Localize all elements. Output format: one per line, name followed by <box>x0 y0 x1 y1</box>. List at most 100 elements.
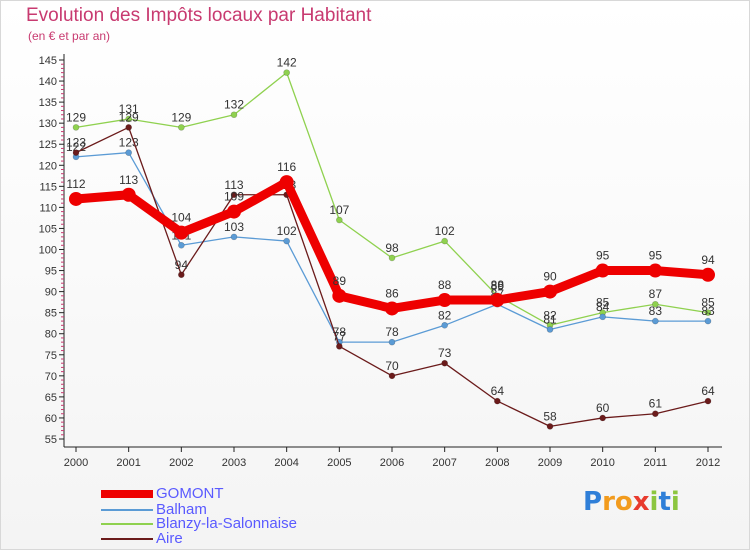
data-label-aire: 94 <box>175 258 189 272</box>
data-point-gomont <box>69 191 83 206</box>
data-point-blanzy-la-salonnaise <box>704 309 712 316</box>
legend-swatch-gomont <box>101 490 153 498</box>
y-tick-label: 105 <box>39 223 57 235</box>
chart-subtitle: (en € et par an) <box>28 29 111 43</box>
data-label-blanzy-la-salonnaise: 82 <box>543 308 557 322</box>
chart-title: Evolution des Impôts locaux par Habitant <box>26 5 372 26</box>
data-point-gomont <box>543 284 557 299</box>
legend-label: GOMONT <box>156 485 224 502</box>
data-point-gomont <box>648 263 663 278</box>
y-tick-label: 140 <box>39 76 57 88</box>
logo-letter: r <box>602 487 615 517</box>
data-point-blanzy-la-salonnaise <box>178 124 185 131</box>
data-label-balham: 84 <box>596 300 610 314</box>
y-tick-label: 110 <box>39 202 57 214</box>
data-label-gomont: 113 <box>119 173 138 187</box>
y-tick-label: 70 <box>45 371 57 383</box>
data-label-balham: 123 <box>119 136 139 150</box>
data-point-gomont <box>227 204 241 219</box>
data-point-aire <box>72 149 80 156</box>
data-point-balham <box>704 317 712 325</box>
data-point-aire <box>704 397 712 405</box>
data-label-gomont: 104 <box>171 211 191 225</box>
x-tick-label: 2004 <box>274 457 298 469</box>
data-point-gomont <box>595 263 610 278</box>
data-label-aire: 60 <box>596 401 610 415</box>
data-label-gomont: 95 <box>596 249 610 263</box>
data-label-blanzy-la-salonnaise: 85 <box>701 296 715 310</box>
data-point-gomont <box>332 288 347 303</box>
logo-letter: o <box>614 487 633 517</box>
x-tick-label: 2012 <box>696 457 720 469</box>
data-label-gomont: 112 <box>66 177 85 191</box>
data-point-blanzy-la-salonnaise <box>388 254 396 262</box>
data-label-gomont: 88 <box>438 278 452 292</box>
data-point-aire <box>178 271 185 279</box>
y-tick-label: 85 <box>45 308 57 320</box>
x-tick-label: 2003 <box>222 457 246 469</box>
data-label-aire: 73 <box>438 346 452 360</box>
y-tick-label: 80 <box>45 329 57 341</box>
data-point-balham <box>441 321 448 329</box>
x-tick-label: 2001 <box>116 457 140 469</box>
data-point-blanzy-la-salonnaise <box>230 111 238 119</box>
y-tick-label: 130 <box>39 118 57 130</box>
data-label-blanzy-la-salonnaise: 132 <box>224 98 244 112</box>
data-point-aire <box>599 414 606 422</box>
data-point-gomont <box>490 293 505 308</box>
legend-item-blanzy: Blanzy-la-Salonnaise <box>101 515 401 532</box>
data-label-balham: 82 <box>438 308 452 322</box>
data-label-blanzy-la-salonnaise: 129 <box>66 110 86 124</box>
y-tick-label: 145 <box>39 55 57 67</box>
data-label-blanzy-la-salonnaise: 142 <box>277 56 297 70</box>
data-point-balham <box>125 149 132 156</box>
data-label-gomont: 94 <box>701 253 715 267</box>
y-tick-label: 120 <box>39 160 57 172</box>
logo-letter: x <box>632 487 650 517</box>
data-point-aire <box>230 191 238 199</box>
y-tick-label: 55 <box>45 434 57 446</box>
data-label-aire: 77 <box>333 329 347 343</box>
data-point-balham <box>283 237 290 245</box>
data-label-blanzy-la-salonnaise: 129 <box>171 110 191 124</box>
data-label-blanzy-la-salonnaise: 131 <box>119 102 139 116</box>
data-point-blanzy-la-salonnaise <box>441 237 448 245</box>
data-point-balham <box>178 241 185 249</box>
x-tick-label: 2002 <box>169 457 193 469</box>
x-tick-label: 2010 <box>590 457 614 469</box>
data-label-aire: 64 <box>701 384 715 398</box>
data-label-gomont: 109 <box>224 190 244 204</box>
data-point-blanzy-la-salonnaise <box>652 300 659 308</box>
y-tick-label: 95 <box>45 266 57 278</box>
data-label-aire: 58 <box>543 409 557 423</box>
data-label-blanzy-la-salonnaise: 102 <box>435 224 455 238</box>
data-point-blanzy-la-salonnaise <box>336 216 343 224</box>
data-point-balham <box>652 317 659 325</box>
data-point-aire <box>494 397 501 405</box>
data-label-aire: 70 <box>385 359 399 373</box>
x-tick-label: 2007 <box>432 457 456 469</box>
logo-letter: t <box>658 487 671 517</box>
x-tick-label: 2005 <box>327 457 351 469</box>
data-label-blanzy-la-salonnaise: 107 <box>329 203 349 217</box>
y-tick-label: 75 <box>45 350 57 362</box>
data-point-gomont <box>385 301 399 316</box>
x-tick-label: 2009 <box>538 457 562 469</box>
data-point-aire <box>125 124 132 131</box>
data-label-gomont: 95 <box>649 249 663 263</box>
y-tick-label: 60 <box>45 413 57 425</box>
data-point-blanzy-la-salonnaise <box>125 115 132 123</box>
data-point-aire <box>336 343 343 350</box>
data-label-gomont: 116 <box>277 160 296 174</box>
data-label-balham: 83 <box>701 304 715 318</box>
data-point-blanzy-la-salonnaise <box>72 124 80 131</box>
data-label-blanzy-la-salonnaise: 87 <box>649 287 663 301</box>
data-point-gomont <box>701 267 715 282</box>
x-tick-label: 2000 <box>64 457 88 469</box>
data-point-balham <box>599 313 606 321</box>
legend-swatch-balham <box>101 509 153 511</box>
data-point-balham <box>230 233 238 241</box>
data-point-balham <box>388 338 396 346</box>
